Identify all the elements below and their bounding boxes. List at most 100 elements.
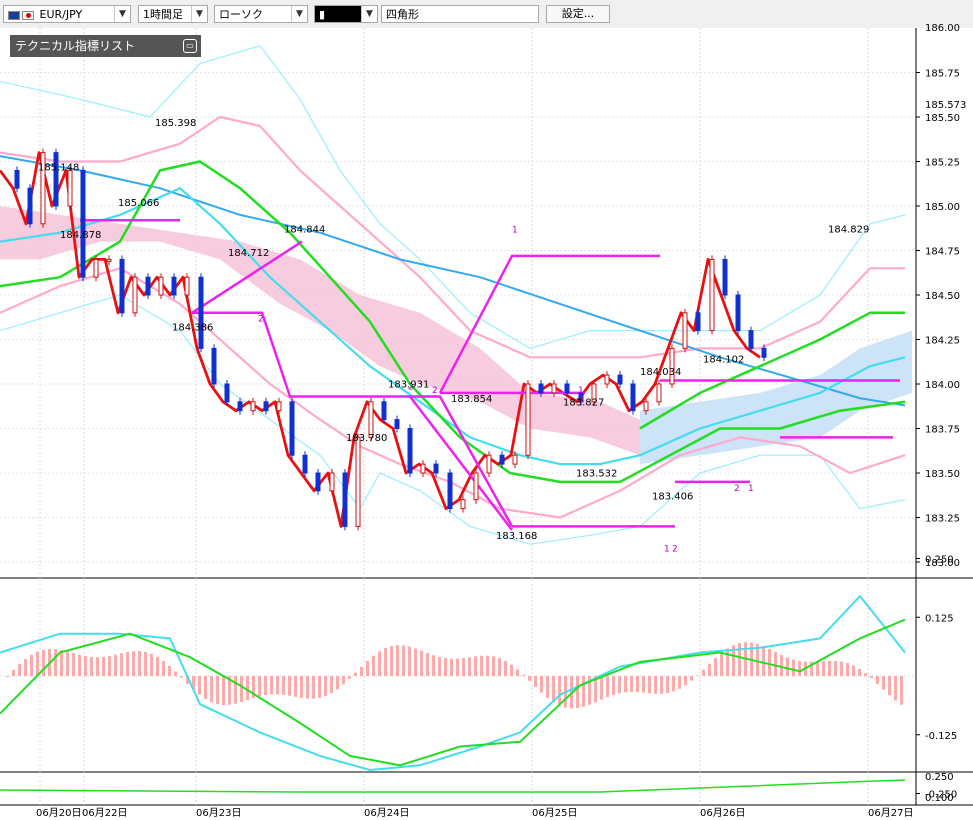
osc-histogram-bar xyxy=(894,676,897,701)
osc-histogram-bar xyxy=(252,676,255,699)
settings-button[interactable]: 設定... xyxy=(546,5,610,23)
osc-histogram-bar xyxy=(612,676,615,695)
osc-histogram-bar xyxy=(720,652,723,676)
osc-histogram-bar xyxy=(606,676,609,697)
osc-histogram-bar xyxy=(306,676,309,699)
osc-histogram-bar xyxy=(396,645,399,676)
osc-histogram-bar xyxy=(792,659,795,676)
candle-body xyxy=(735,294,741,332)
cloud-blue-area xyxy=(640,330,912,465)
line-style-select[interactable]: ▮ ▼ xyxy=(314,5,378,23)
candle-body xyxy=(486,454,492,474)
candle-body xyxy=(211,347,217,385)
y-tick-label: 184.50 xyxy=(925,291,960,302)
drawing-tool-field[interactable]: 四角形 xyxy=(381,5,539,23)
osc-histogram-bar xyxy=(288,676,291,696)
osc-histogram-bar xyxy=(144,651,147,676)
y-tick-label: 183.25 xyxy=(925,514,960,525)
osc-tick-label: 0.125 xyxy=(925,613,954,624)
candle-body xyxy=(564,383,570,394)
osc-histogram-bar xyxy=(738,643,741,676)
chevron-down-icon[interactable]: ▼ xyxy=(191,6,207,22)
zigzag-label: 2 xyxy=(258,315,264,325)
osc-histogram-bar xyxy=(78,654,81,676)
chart-style-select[interactable]: ローソク ▼ xyxy=(214,5,308,23)
zigzag-line xyxy=(192,311,514,528)
candle-body xyxy=(604,374,610,385)
chevron-down-icon[interactable]: ▼ xyxy=(361,6,377,22)
candle-body xyxy=(355,436,361,527)
minimize-icon[interactable]: ▭ xyxy=(183,39,197,53)
osc-histogram-bar xyxy=(438,656,441,676)
timeframe-label: 1時間足 xyxy=(143,8,183,21)
y-tick-label: 185.50 xyxy=(925,113,960,124)
osc-histogram-bar xyxy=(456,658,459,676)
x-tick-label: 06月25日 xyxy=(532,807,577,819)
candle-body xyxy=(119,258,125,314)
zigzag-line xyxy=(438,254,660,394)
bollinger-inner-upper-line xyxy=(0,115,905,359)
osc-histogram-bar xyxy=(18,664,21,676)
osc-histogram-bar xyxy=(150,653,153,676)
osc-histogram-bar xyxy=(588,676,591,705)
osc-signal-green xyxy=(0,618,906,767)
price-annotation: 185.148 xyxy=(38,162,79,173)
y-tick-label: 185.25 xyxy=(925,158,960,169)
osc-histogram-bar xyxy=(654,676,657,694)
osc-histogram-bar xyxy=(6,676,9,677)
symbol-select[interactable]: EUR/JPY ▼ xyxy=(3,5,131,23)
osc-histogram-bar xyxy=(882,676,885,690)
candle-body xyxy=(447,472,453,510)
toolbar: EUR/JPY ▼ 1時間足 ▼ ローソク ▼ ▮ ▼ 四角形 設定... xyxy=(0,0,973,29)
candle-body xyxy=(630,383,636,412)
zigzag-label: 1 xyxy=(664,544,670,554)
osc-histogram-bar xyxy=(480,655,483,676)
candles xyxy=(14,148,767,531)
candle-body xyxy=(722,258,728,296)
osc-histogram-bar xyxy=(366,660,369,676)
osc-histogram-bar xyxy=(24,659,27,676)
osc-histogram-bar xyxy=(240,676,243,703)
chevron-down-icon[interactable]: ▼ xyxy=(114,6,130,22)
osc-histogram-bar xyxy=(180,676,183,678)
osc-histogram-bar xyxy=(786,657,789,676)
x-tick-label: 06月27日 xyxy=(868,807,913,819)
osc-histogram-bar xyxy=(672,676,675,692)
osc-histogram-bar xyxy=(696,675,699,676)
drawing-tool-label: 四角形 xyxy=(386,8,419,21)
indicator-list-panel[interactable]: テクニカル指標リスト ▭ xyxy=(10,35,201,57)
price-annotation: 183.854 xyxy=(451,394,492,405)
osc-histogram-bar xyxy=(84,656,87,676)
osc-histogram-bar xyxy=(504,660,507,676)
osc-histogram-bar xyxy=(546,676,549,698)
candle-body xyxy=(695,312,701,332)
osc-histogram-bar xyxy=(114,654,117,676)
candle-body xyxy=(460,499,466,510)
y-tick-label: 185.00 xyxy=(925,202,960,213)
x-axis: 06月20日 06月22日 06月23日 06月24日 06月25日 06月26日 06月2… xyxy=(36,807,913,819)
price-annotation: 184.034 xyxy=(640,367,681,378)
osc-histogram-bar xyxy=(36,651,39,676)
candle-body xyxy=(67,169,73,207)
osc-histogram-bar xyxy=(900,676,903,705)
bollinger-upper-line xyxy=(0,45,906,349)
osc-histogram-bar xyxy=(108,655,111,676)
osc-histogram-bar xyxy=(810,661,813,676)
chevron-down-icon[interactable]: ▼ xyxy=(291,6,307,22)
price-annotation: 185.398 xyxy=(155,118,196,129)
candle-body xyxy=(525,383,531,456)
osc-histogram-bar xyxy=(660,676,663,694)
osc-histogram-bar xyxy=(816,661,819,676)
zigzag-label: 1 xyxy=(578,386,584,396)
osc-histogram-bar xyxy=(486,655,489,676)
x-tick-label: 06月20日 xyxy=(36,807,81,819)
candle-body xyxy=(538,383,544,394)
candle-body xyxy=(158,276,164,296)
candle-body xyxy=(315,472,321,492)
current-price-label: 185.573 xyxy=(925,100,966,111)
osc-histogram-bar xyxy=(690,676,693,681)
candle-body xyxy=(578,392,584,403)
timeframe-select[interactable]: 1時間足 ▼ xyxy=(138,5,208,23)
